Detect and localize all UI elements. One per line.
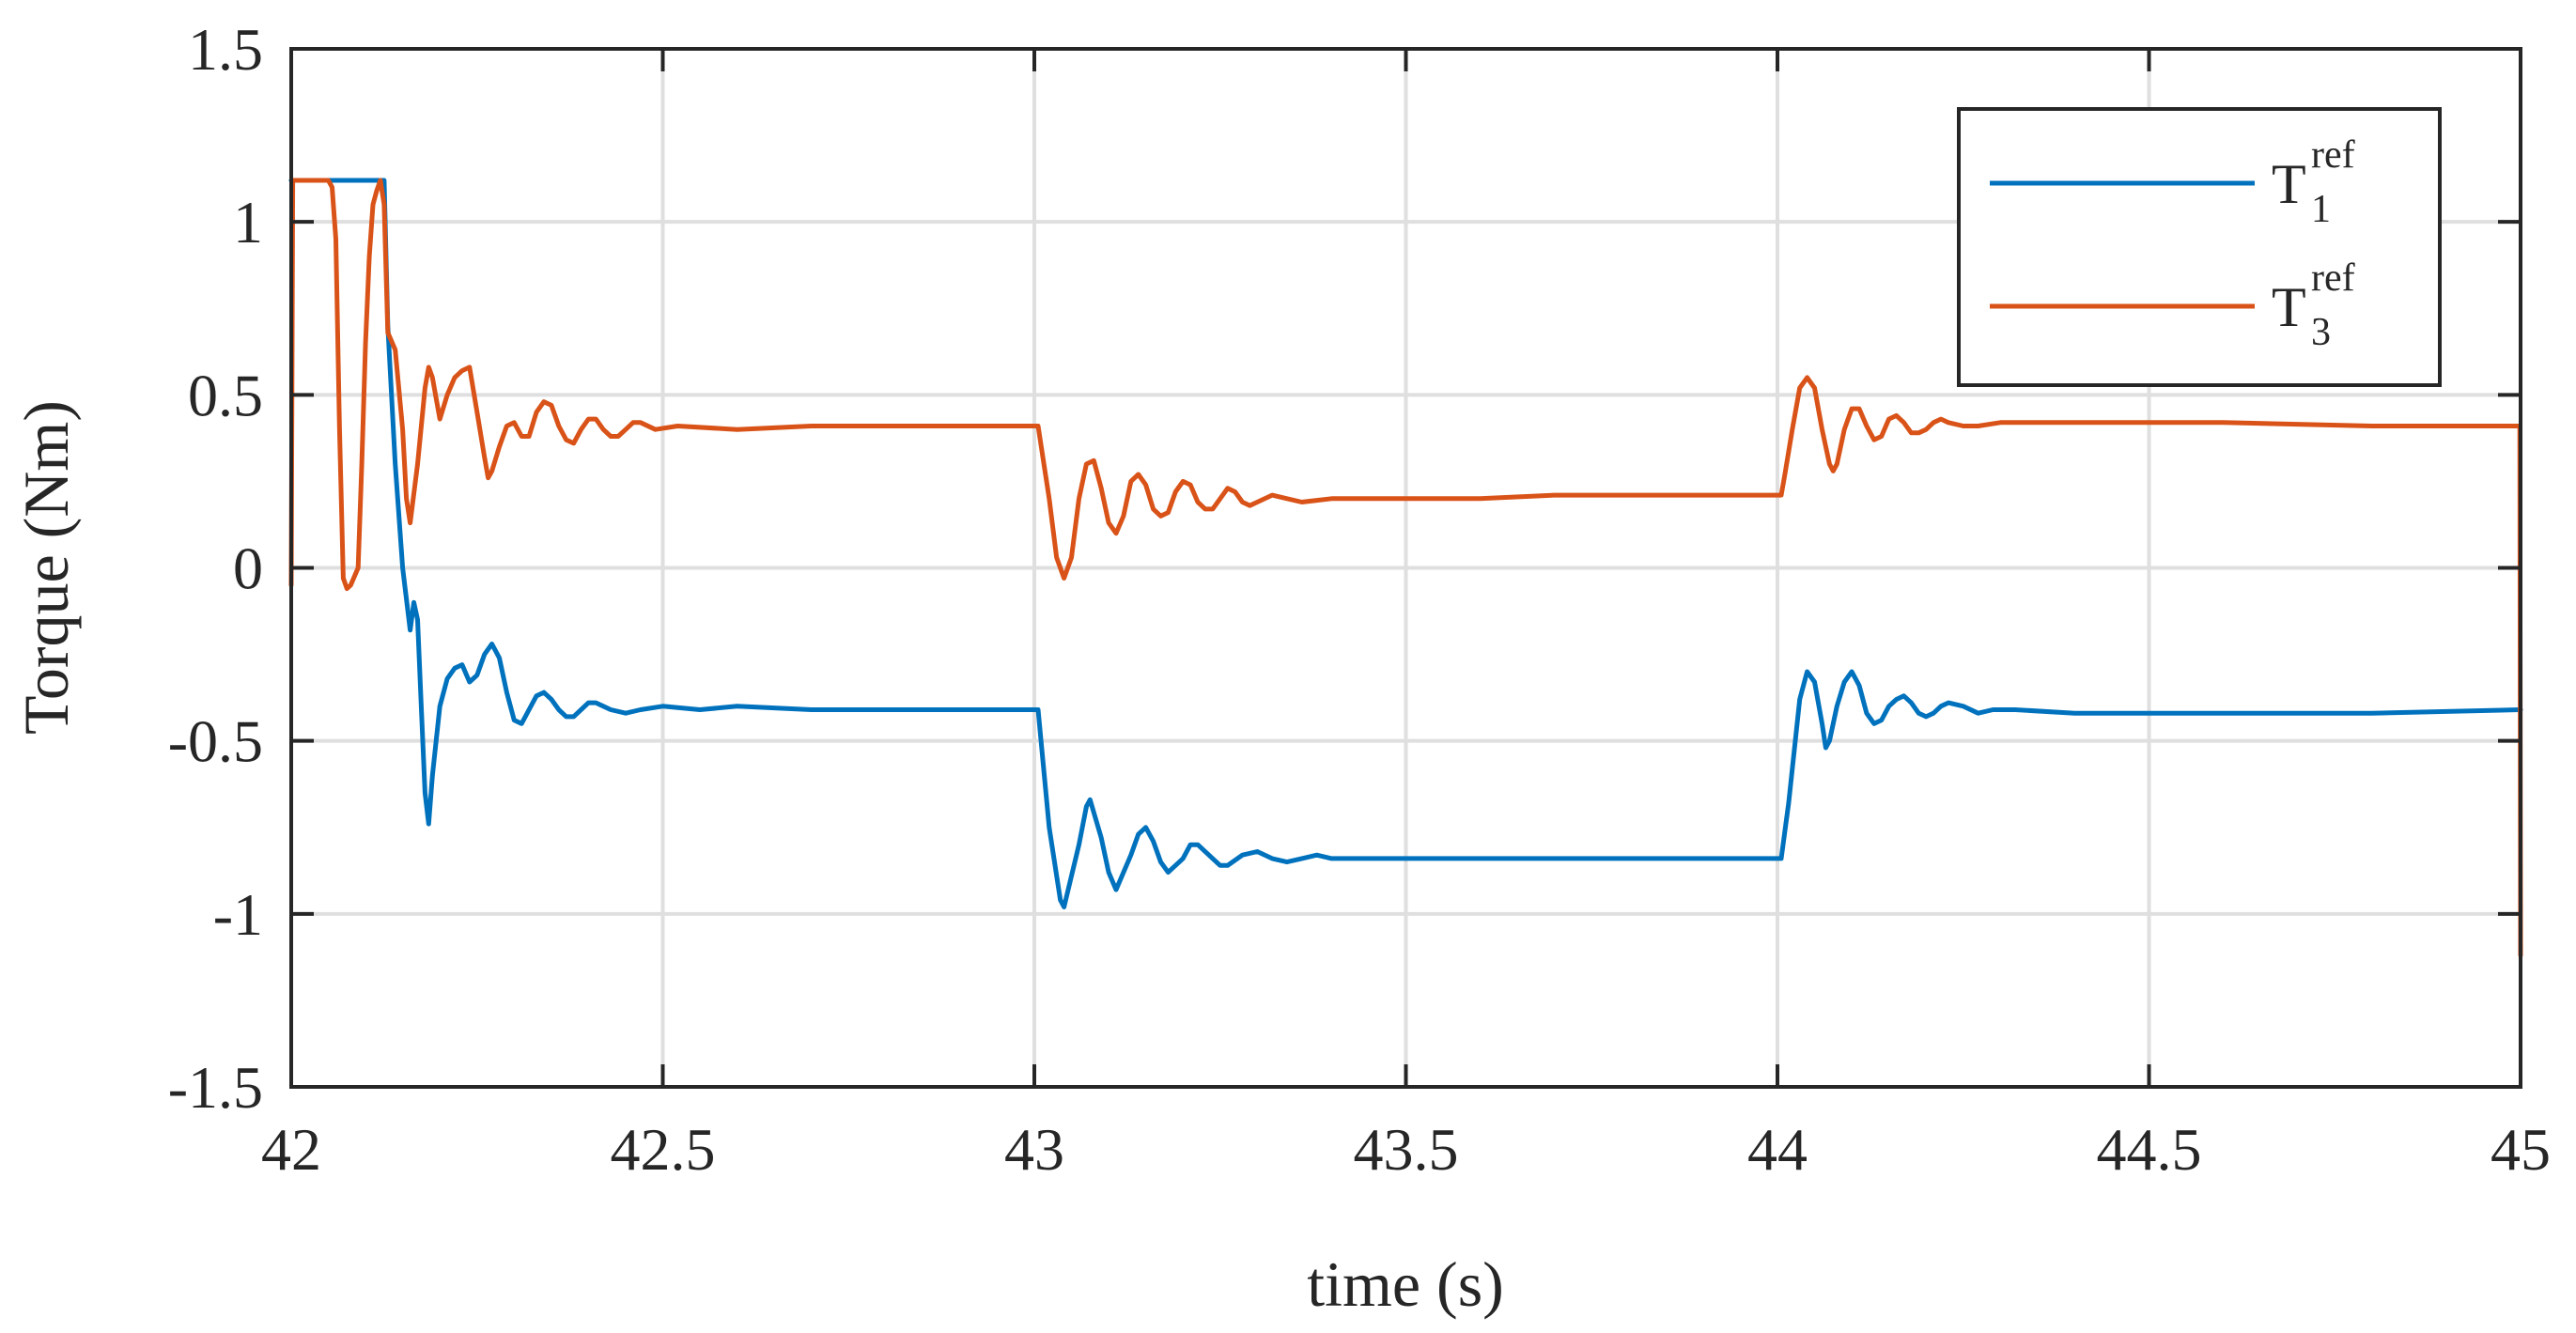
x-tick-label: 44.5 — [2097, 1116, 2202, 1183]
x-tick-label: 44 — [1747, 1116, 1808, 1183]
legend-label-t1: T — [2272, 153, 2306, 215]
legend-t1-sub: 1 — [2311, 188, 2331, 231]
y-tick-label: 1.5 — [188, 16, 263, 83]
legend-t3-main: T — [2272, 276, 2306, 338]
legend: T ref 1 T ref 3 — [1957, 107, 2442, 387]
x-tick-label: 42 — [261, 1116, 321, 1183]
y-tick-label: 1 — [233, 189, 263, 256]
legend-t3-sub: 3 — [2311, 311, 2331, 354]
x-tick-label: 43 — [1004, 1116, 1064, 1183]
y-tick-label: -1.5 — [168, 1054, 263, 1121]
x-tick-labels: 42 42.5 43 43.5 44 44.5 45 — [261, 1116, 2551, 1183]
y-tick-label: 0 — [233, 535, 263, 602]
x-tick-label: 45 — [2491, 1116, 2551, 1183]
y-tick-labels: 1.5 1 0.5 0 -0.5 -1 -1.5 — [168, 16, 263, 1121]
x-tick-label: 43.5 — [1354, 1116, 1459, 1183]
legend-t1-sup: ref — [2311, 133, 2355, 177]
series-line-t1 — [288, 178, 2523, 909]
x-tick-label: 42.5 — [611, 1116, 716, 1183]
y-tick-label: -0.5 — [168, 708, 263, 775]
series-line-t3 — [288, 178, 2523, 958]
legend-t3-sup: ref — [2311, 256, 2355, 300]
y-axis-label: Torque (Nm) — [10, 400, 82, 735]
tick-marks — [289, 47, 2522, 1089]
series-lines — [288, 178, 2523, 958]
x-axis-label: time (s) — [1307, 1248, 1504, 1320]
legend-box — [1957, 107, 2442, 387]
legend-t1-main: T — [2272, 153, 2306, 215]
y-tick-label: -1 — [213, 881, 263, 948]
y-tick-label: 0.5 — [188, 362, 263, 428]
legend-label-t3: T — [2272, 276, 2306, 338]
